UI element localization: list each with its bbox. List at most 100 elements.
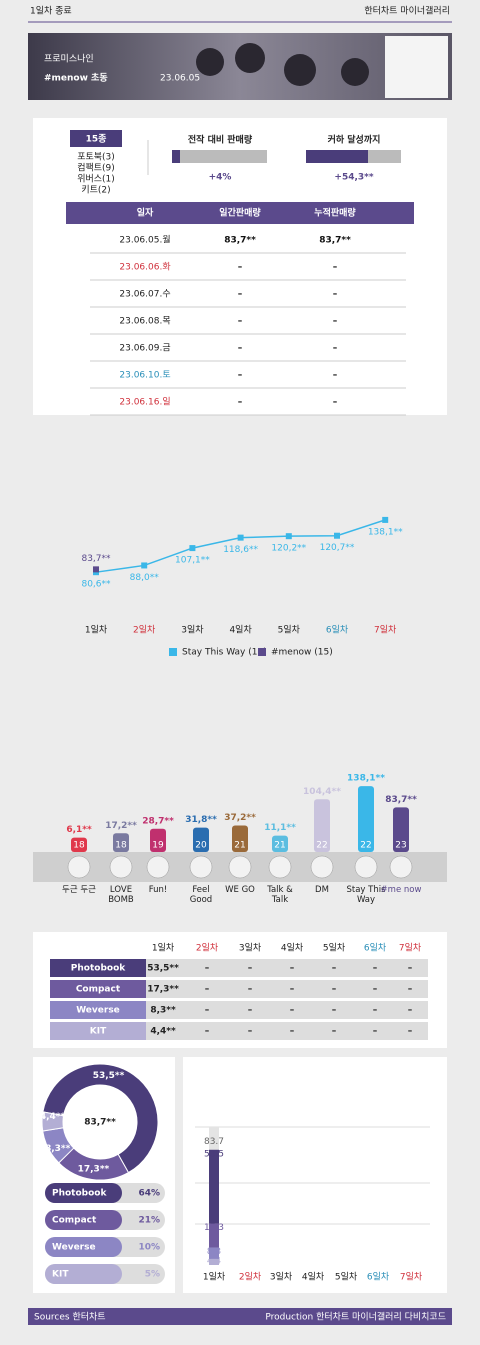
table-cell: – — [238, 398, 243, 408]
legend-label: KIT — [52, 1270, 69, 1280]
data-label: 11,1** — [264, 823, 296, 833]
donut-total: 83,7** — [84, 1118, 116, 1128]
legend-pill — [45, 1210, 122, 1230]
table-cell: 83,7** — [224, 236, 256, 246]
table-cell: – — [205, 985, 210, 995]
category-label: Stay This Way — [346, 885, 386, 905]
data-label: 120,2** — [271, 544, 306, 554]
date: 23.06.05 — [160, 74, 200, 84]
table-cell: 83,7** — [319, 236, 351, 246]
version-count: 포토북(3) — [77, 152, 115, 163]
column-header: 7일차 — [399, 942, 422, 954]
data-label: 28,7** — [142, 816, 174, 826]
category-label: DM — [315, 885, 329, 895]
table-cell: – — [290, 1027, 295, 1037]
point — [141, 562, 148, 569]
table-cell: – — [290, 985, 295, 995]
bar — [150, 828, 166, 852]
share-label: 21% — [138, 1216, 160, 1226]
x-tick-label: 7일차 — [374, 624, 397, 636]
data-label: 17,3** — [78, 1165, 110, 1175]
table-header-cell: 일간판매량 — [219, 207, 261, 219]
table-cell: – — [248, 964, 253, 974]
column-header: 6일차 — [364, 942, 387, 954]
bar — [393, 807, 409, 852]
footer-left: Sources 한터차트 — [34, 1311, 106, 1323]
table-cell: – — [333, 371, 338, 381]
category-label: Fun! — [148, 885, 168, 895]
donut-segment — [41, 1111, 65, 1132]
x-tick-label: 5일차 — [278, 624, 301, 636]
version-count: 컴팩트(9) — [77, 162, 115, 174]
album-thumb — [268, 855, 292, 879]
table-cell: – — [333, 344, 338, 354]
x-tick-label: 1일차 — [85, 624, 108, 636]
footer-right: Production 한터차트 마이너갤러리 다비치코드 — [265, 1311, 446, 1323]
data-label: 53,5** — [93, 1071, 125, 1081]
table-cell: – — [290, 1006, 295, 1016]
bar — [358, 786, 374, 852]
rank-label: 19 — [152, 841, 164, 851]
summary-value: +4% — [209, 173, 232, 183]
album-thumb — [146, 855, 170, 879]
row-cells — [146, 959, 428, 977]
table-cell: – — [333, 290, 338, 300]
data-label: 83,7** — [385, 795, 417, 805]
progress-fill — [306, 150, 368, 163]
table-cell: 23.06.06.화 — [119, 262, 170, 273]
x-tick-label: 2일차 — [239, 1271, 262, 1283]
table-cell: – — [238, 263, 243, 273]
data-label: 83,7** — [81, 554, 111, 564]
data-label: 53.5 — [204, 1149, 224, 1159]
rank-label: 21 — [274, 841, 285, 851]
table-cell: 4,4** — [150, 1027, 176, 1037]
photo-figure — [235, 43, 265, 73]
table-cell: – — [408, 1006, 413, 1016]
table-cell: – — [333, 398, 338, 408]
table-cell: – — [290, 964, 295, 974]
legend-pill — [45, 1237, 122, 1257]
table-cell: 53,5** — [147, 964, 179, 974]
category-label: 두근 두근 — [62, 885, 96, 895]
data-label: 107,1** — [175, 556, 210, 566]
row-cells — [146, 1022, 428, 1040]
table-cell: – — [373, 985, 378, 995]
table-cell: – — [408, 964, 413, 974]
data-label: 17,2** — [105, 821, 137, 831]
legend-label: Photobook — [52, 1189, 107, 1199]
x-tick-label: 7일차 — [400, 1271, 423, 1283]
x-tick-label: 5일차 — [335, 1271, 358, 1283]
data-label: 4.4 — [207, 1256, 222, 1266]
column-header: 3일차 — [239, 942, 262, 954]
share-label: 64% — [138, 1189, 160, 1199]
donut-segment — [42, 1063, 159, 1174]
table-cell: – — [205, 1006, 210, 1016]
summary-label: 커하 달성까지 — [328, 134, 381, 146]
album-thumb — [67, 855, 91, 879]
table-cell: – — [332, 1027, 337, 1037]
category-label: #me now — [380, 885, 422, 895]
category-label: WE GO — [225, 885, 255, 895]
point — [189, 545, 196, 552]
top-left: 1일차 종료 — [30, 5, 72, 17]
table-header — [66, 202, 414, 224]
rank-label: 22 — [360, 841, 371, 851]
album-thumb — [189, 855, 213, 879]
column-header: 1일차 — [152, 942, 175, 954]
table-cell: – — [408, 1027, 413, 1037]
progress-track — [172, 150, 267, 163]
table-cell: – — [408, 985, 413, 995]
legend-swatch — [258, 648, 266, 656]
legend-label: Compact — [52, 1216, 97, 1226]
row-cells — [146, 1001, 428, 1019]
data-label: 138,1** — [368, 527, 403, 537]
bar — [232, 825, 248, 852]
progress-fill — [172, 150, 180, 163]
table-header-cell: 누적판매량 — [314, 207, 356, 219]
panel — [33, 118, 447, 415]
category-label: Feel Good — [189, 885, 213, 905]
point — [334, 532, 340, 539]
stack-segment — [209, 1223, 219, 1248]
column-header: 4일차 — [281, 942, 304, 954]
